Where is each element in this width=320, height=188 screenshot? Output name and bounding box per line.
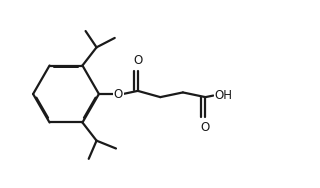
Text: O: O xyxy=(201,121,210,134)
Text: O: O xyxy=(133,54,142,67)
Text: OH: OH xyxy=(215,89,233,102)
Text: O: O xyxy=(114,87,123,101)
